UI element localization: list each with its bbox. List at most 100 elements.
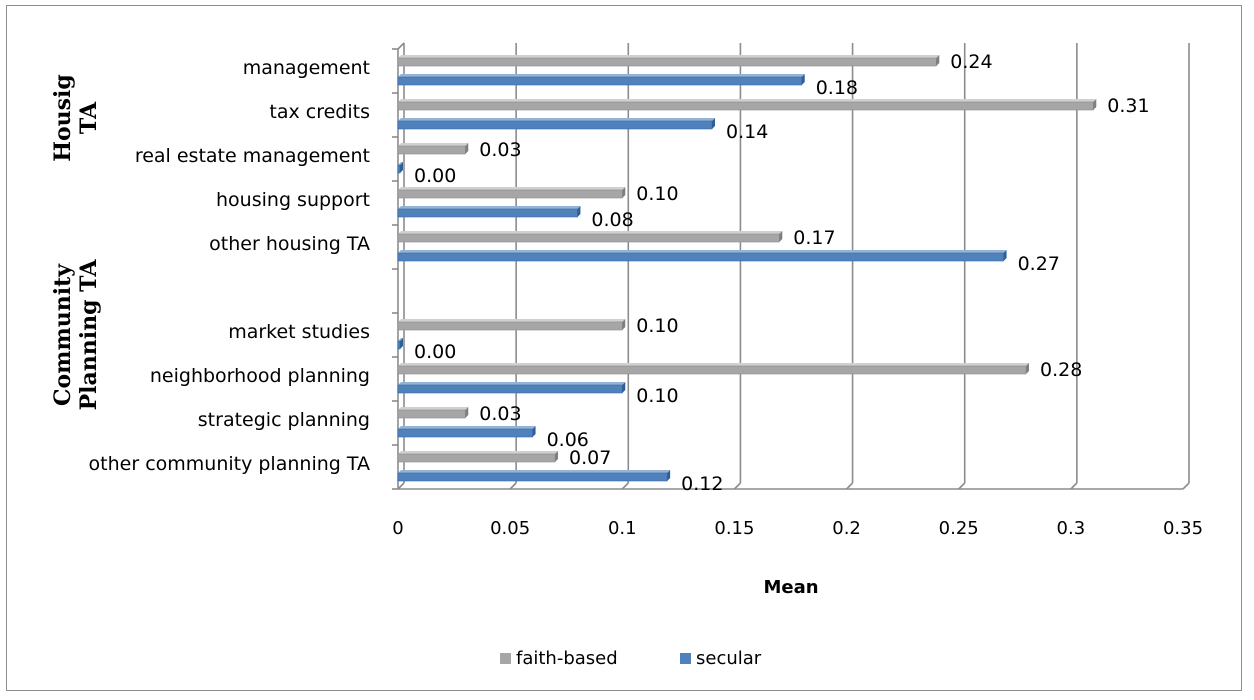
category-label: management xyxy=(243,57,370,79)
faith-bar xyxy=(397,101,1094,111)
legend-swatch xyxy=(680,653,691,664)
floor-line xyxy=(846,482,854,490)
x-tick-label: 0.3 xyxy=(1057,518,1086,539)
data-label: 0.17 xyxy=(793,227,835,249)
data-label: 0.14 xyxy=(726,121,768,143)
category-label: strategic planning xyxy=(198,409,370,431)
legend-label: secular xyxy=(696,648,762,669)
faith-bar xyxy=(397,321,623,331)
faith-bar-top xyxy=(398,231,783,234)
floor-line xyxy=(509,482,517,490)
faith-bar xyxy=(397,365,1027,375)
faith-bar-top xyxy=(398,407,469,410)
x-tick-label: 0.1 xyxy=(608,518,637,539)
secular-bar-top xyxy=(398,162,403,165)
secular-bar xyxy=(397,164,401,174)
faith-bar xyxy=(397,453,556,463)
faith-bar-top xyxy=(398,99,1097,102)
x-tick-label: 0.25 xyxy=(939,518,979,539)
secular-bar-end xyxy=(577,206,581,217)
secular-bar-end xyxy=(1003,250,1007,261)
category-label: tax credits xyxy=(269,101,370,123)
x-tick-label: 0.05 xyxy=(490,518,530,539)
faith-bar xyxy=(397,189,623,199)
secular-bar-end xyxy=(400,162,403,173)
x-tick-label: 0.2 xyxy=(832,518,861,539)
secular-bar-top xyxy=(398,426,536,429)
secular-bar xyxy=(397,120,713,130)
secular-bar-top xyxy=(398,118,715,121)
floor-line xyxy=(733,482,741,490)
data-label: 0.06 xyxy=(547,429,589,451)
faith-bar-top xyxy=(398,55,940,58)
data-label: 0.12 xyxy=(681,473,723,495)
floor-line xyxy=(1182,482,1190,490)
category-label: real estate management xyxy=(135,145,370,167)
data-label: 0.03 xyxy=(479,403,521,425)
data-label: 0.27 xyxy=(1018,253,1060,275)
faith-bar-top xyxy=(398,143,469,146)
faith-bar-top xyxy=(398,451,558,454)
category-label: other housing TA xyxy=(209,233,370,255)
secular-bar xyxy=(397,472,668,482)
data-label: 0.10 xyxy=(636,385,678,407)
faith-bar-top xyxy=(398,319,626,322)
faith-bar-end xyxy=(555,451,558,462)
data-label: 0.00 xyxy=(414,341,456,363)
faith-bar-top xyxy=(398,187,626,190)
data-label: 0.31 xyxy=(1107,95,1149,117)
secular-bar-top xyxy=(398,74,805,77)
floor-line xyxy=(397,482,405,490)
floor-line xyxy=(621,482,629,490)
data-label: 0.03 xyxy=(479,139,521,161)
secular-bar-end xyxy=(801,74,805,85)
faith-bar-end xyxy=(465,143,469,154)
x-tick-label: 0.35 xyxy=(1163,518,1203,539)
x-axis-title: Mean xyxy=(763,577,818,598)
secular-bar-end xyxy=(622,382,626,393)
secular-bar xyxy=(397,340,401,350)
secular-bar-top xyxy=(398,382,626,385)
faith-bar xyxy=(397,409,466,419)
floor-line xyxy=(958,482,966,490)
secular-bar xyxy=(397,384,623,394)
secular-bar xyxy=(397,252,1004,262)
x-tick-label: 0.15 xyxy=(714,518,754,539)
secular-bar xyxy=(397,76,803,86)
data-label: 0.00 xyxy=(414,165,456,187)
secular-bar-end xyxy=(667,470,671,481)
group-label-community: CommunityPlanning TA xyxy=(50,259,102,411)
floor-line xyxy=(1070,482,1078,490)
secular-bar xyxy=(397,208,578,218)
data-label: 0.18 xyxy=(816,77,858,99)
faith-bar-end xyxy=(936,55,940,66)
data-label: 0.24 xyxy=(950,51,992,73)
category-label: market studies xyxy=(228,321,370,343)
faith-bar-end xyxy=(622,187,626,198)
faith-bar-end xyxy=(1026,363,1029,374)
secular-bar-top xyxy=(398,470,671,473)
secular-bar-end xyxy=(712,118,715,129)
secular-bar-top xyxy=(398,206,581,209)
legend-swatch xyxy=(500,653,511,664)
faith-bar xyxy=(397,233,780,243)
secular-bar-end xyxy=(400,338,403,349)
secular-bar xyxy=(397,428,533,438)
category-label: neighborhood planning xyxy=(150,365,370,387)
y-axis-top xyxy=(397,42,405,50)
faith-bar xyxy=(397,57,937,67)
faith-bar-end xyxy=(779,231,783,242)
faith-bar-end xyxy=(465,407,469,418)
x-tick-label: 0 xyxy=(392,518,403,539)
secular-bar-top xyxy=(398,250,1007,253)
data-label: 0.10 xyxy=(636,183,678,205)
secular-bar-top xyxy=(398,338,403,341)
faith-bar xyxy=(397,145,466,155)
category-label: other community planning TA xyxy=(89,453,370,475)
faith-bar-top xyxy=(398,363,1029,366)
group-label-housing: HousigTA xyxy=(50,74,102,162)
data-label: 0.08 xyxy=(591,209,633,231)
faith-bar-end xyxy=(622,319,626,330)
data-label: 0.07 xyxy=(569,447,611,469)
